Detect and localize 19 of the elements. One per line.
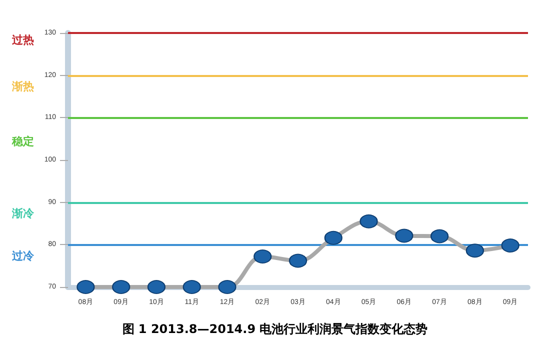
point [76,280,95,294]
point [112,280,130,294]
point [182,280,201,294]
point [466,244,484,258]
text: 渐热 [11,80,34,94]
point [254,250,272,264]
text: 图 1 2013.8—2014.9 电池行业利润景气指数变化态势 [122,322,428,336]
text: 过冷 [11,249,35,262]
point [289,254,307,268]
text: 过热 [11,33,34,46]
point [147,280,166,294]
point [218,280,236,294]
text: 渐冷 [11,207,35,220]
point [324,230,342,245]
point [395,228,414,243]
point [360,214,378,228]
point [430,229,449,244]
text: 稳定 [11,135,34,148]
point [501,238,520,253]
